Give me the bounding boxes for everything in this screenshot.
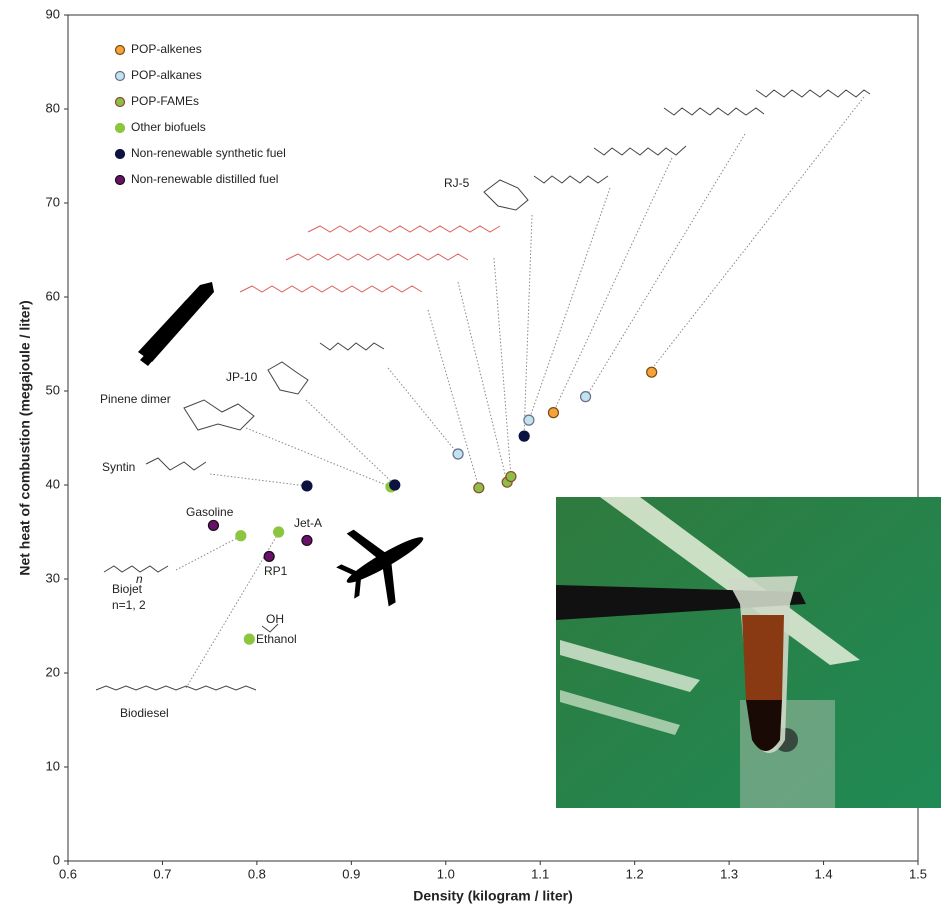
legend-marker [116, 150, 125, 159]
x-tick-label: 1.1 [531, 866, 549, 881]
y-tick-label: 90 [46, 6, 60, 21]
legend-label: Non-renewable synthetic fuel [131, 146, 286, 160]
photo-inset [556, 497, 941, 808]
data-point [581, 392, 591, 402]
legend-marker [116, 72, 125, 81]
plane-icon [324, 502, 444, 620]
annotation: Syntin [102, 460, 135, 474]
y-axis-title: Net heat of combustion (megajoule / lite… [17, 300, 33, 575]
x-tick-label: 1.5 [909, 866, 927, 881]
data-point [274, 527, 284, 537]
annotation: JP-10 [226, 370, 258, 384]
data-point [474, 483, 484, 493]
legend-marker [116, 124, 125, 133]
y-tick-label: 0 [53, 852, 60, 867]
data-point [548, 408, 558, 418]
data-point [506, 472, 516, 482]
data-point [208, 520, 218, 530]
annotation: Pinene dimer [100, 392, 171, 406]
data-point [236, 531, 246, 541]
legend-label: Other biofuels [131, 120, 206, 134]
annotation: n=1, 2 [112, 598, 146, 612]
data-point [524, 415, 534, 425]
x-tick-label: 0.8 [248, 866, 266, 881]
rocket-icon [138, 282, 214, 366]
legend-label: POP-FAMEs [131, 94, 199, 108]
y-tick-label: 50 [46, 382, 60, 397]
annotation: RP1 [264, 564, 288, 578]
annotation: Gasoline [186, 505, 234, 519]
data-point [647, 367, 657, 377]
legend-marker [116, 98, 125, 107]
x-tick-label: 1.4 [815, 866, 833, 881]
y-tick-label: 60 [46, 288, 60, 303]
annotation: OH [266, 612, 284, 626]
y-tick-label: 80 [46, 100, 60, 115]
x-tick-label: 0.9 [342, 866, 360, 881]
data-point [390, 480, 400, 490]
data-point [302, 535, 312, 545]
legend-marker [116, 176, 125, 185]
annotation: RJ-5 [444, 176, 470, 190]
y-tick-label: 40 [46, 476, 60, 491]
legend-label: POP-alkenes [131, 42, 202, 56]
y-tick-label: 10 [46, 758, 60, 773]
annotation: Biodiesel [120, 706, 169, 720]
data-point [453, 449, 463, 459]
data-point [264, 551, 274, 561]
legend-label: Non-renewable distilled fuel [131, 172, 278, 186]
x-tick-label: 1.3 [720, 866, 738, 881]
y-tick-label: 20 [46, 664, 60, 679]
data-point [244, 634, 254, 644]
annotation: n [136, 572, 143, 586]
annotation: Jet-A [294, 516, 322, 530]
y-tick-label: 70 [46, 194, 60, 209]
x-tick-label: 1.0 [437, 866, 455, 881]
x-tick-label: 0.7 [153, 866, 171, 881]
x-axis-title: Density (kilogram / liter) [413, 888, 572, 904]
data-point [302, 481, 312, 491]
y-tick-label: 30 [46, 570, 60, 585]
data-point [519, 431, 529, 441]
x-tick-label: 0.6 [59, 866, 77, 881]
chart: Density (kilogram / liter) Net heat of c… [0, 0, 941, 908]
x-tick-label: 1.2 [626, 866, 644, 881]
annotation: Ethanol [256, 632, 297, 646]
legend-marker [116, 46, 125, 55]
legend-label: POP-alkanes [131, 68, 202, 82]
